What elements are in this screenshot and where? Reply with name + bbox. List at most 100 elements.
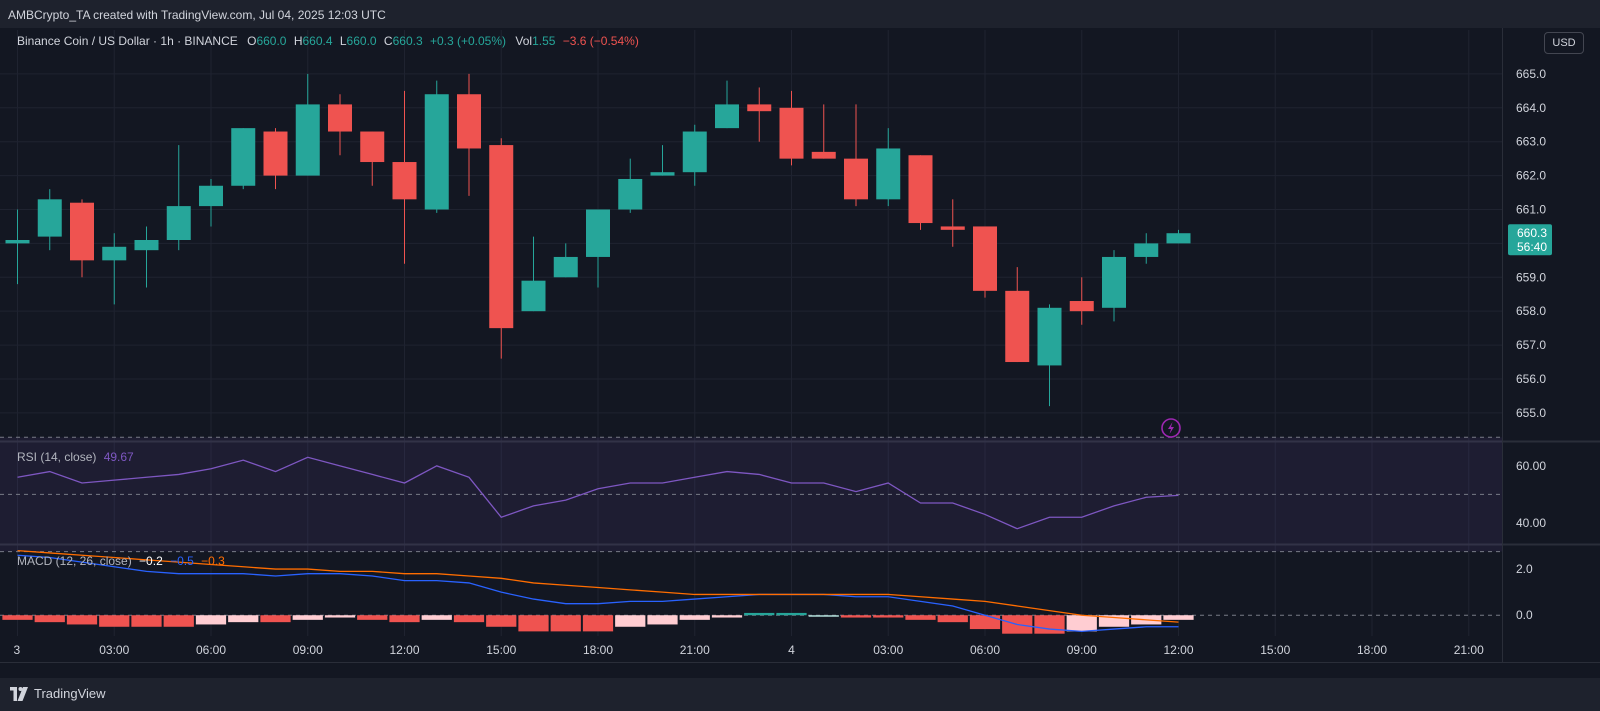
volume-value: 1.55 (532, 34, 556, 48)
x-tick-label: 06:00 (970, 643, 1000, 657)
macd-histogram-bar (582, 615, 614, 632)
x-tick-label: 18:00 (583, 643, 613, 657)
macd-histogram-bar (453, 615, 485, 623)
price-tick-label: 661.0 (1516, 202, 1546, 216)
candle-down (360, 131, 385, 186)
rsi-value: 49.67 (103, 450, 134, 464)
rsi-tick-label: 60.00 (1516, 459, 1546, 473)
x-tick-label: 09:00 (1067, 643, 1097, 657)
candle-down (747, 87, 772, 142)
macd-histogram-bar (905, 615, 936, 620)
candle-down (328, 94, 352, 156)
macd-histogram-bar (195, 615, 227, 625)
candle-down (779, 90, 804, 166)
macd-histogram-bar (292, 615, 323, 620)
macd-histogram-bar (2, 615, 33, 620)
macd-signal-line (17, 549, 1179, 623)
x-tick-label: 21:00 (1454, 643, 1484, 657)
macd-hist-value: −0.2 (139, 554, 163, 568)
low-key: L (339, 34, 347, 48)
footer-bar: TradingView (0, 678, 1600, 711)
macd-value: −0.5 (170, 554, 194, 568)
macd-histogram-bar (1034, 615, 1065, 634)
macd-histogram-bar (776, 612, 807, 616)
attribution-bar: AMBCrypto_TA created with TradingView.co… (0, 0, 1600, 28)
price-tick-label: 655.0 (1516, 406, 1546, 420)
price-tick-label: 657.0 (1516, 338, 1546, 352)
candle-up (37, 189, 62, 251)
macd-histogram-bar (808, 615, 839, 617)
x-tick-label: 12:00 (1163, 643, 1193, 657)
tradingview-logo-icon (10, 686, 28, 701)
macd-histogram-bar (679, 615, 710, 620)
candle-down (940, 199, 965, 247)
volume-change: −3.6 (−0.54%) (562, 34, 639, 48)
candle-down (844, 104, 868, 207)
symbol-title: Binance Coin / US Dollar · 1h · BINANCE (17, 34, 238, 48)
macd-histogram-bar (840, 615, 872, 618)
candle-up (166, 145, 191, 251)
high-value: 660.4 (302, 34, 333, 48)
macd-line (17, 554, 1179, 633)
rsi-name: RSI (14, close) (17, 450, 97, 464)
tradingview-logo[interactable]: TradingView (10, 686, 106, 701)
price-tick-label: 656.0 (1516, 372, 1546, 386)
price-tick-label: 662.0 (1516, 169, 1546, 183)
candle-down (457, 73, 481, 196)
candle-down (908, 155, 933, 230)
price-tick-label: 658.0 (1516, 304, 1546, 318)
macd-histogram-bar (873, 615, 904, 618)
macd-signal-value: −0.3 (201, 554, 225, 568)
candle-up (199, 178, 223, 227)
macd-histogram-bar (324, 615, 356, 618)
candle-up (102, 233, 127, 305)
macd-name: MACD (12, 26, close) (17, 554, 132, 568)
candle-down (811, 104, 836, 159)
macd-histogram-bar (260, 615, 291, 623)
x-tick-label: 3 (14, 643, 21, 657)
x-tick-label: 15:00 (1260, 643, 1290, 657)
macd-histogram-bar (615, 615, 646, 627)
macd-histogram-bar (969, 615, 1001, 630)
attribution-text: AMBCrypto_TA created with TradingView.co… (8, 8, 386, 22)
candle-up (231, 128, 256, 190)
price-legend: Binance Coin / US Dollar · 1h · BINANCE … (17, 34, 639, 48)
last-price-tag: 660.356:40 (1508, 224, 1552, 256)
currency-button[interactable]: USD (1544, 32, 1584, 54)
macd-histogram-bar (1066, 615, 1097, 632)
macd-histogram-bar (711, 615, 743, 618)
macd-histogram-bar (1098, 615, 1130, 627)
candle-down (489, 138, 514, 359)
macd-histogram-bar (486, 615, 517, 627)
open-value: 660.0 (256, 34, 287, 48)
rsi-line (17, 456, 1179, 530)
last-price-value: 660.3 (1517, 226, 1547, 240)
footer-brand: TradingView (34, 686, 106, 701)
close-value: 660.3 (392, 34, 423, 48)
candle-down (392, 90, 417, 264)
candle-up (424, 80, 449, 213)
close-key: C (383, 34, 393, 48)
change-value: +0.3 (+0.05%) (429, 34, 507, 48)
high-key: H (293, 34, 303, 48)
x-tick-label: 03:00 (873, 643, 903, 657)
x-tick-label: 12:00 (389, 643, 419, 657)
candle-up (876, 128, 901, 207)
x-tick-label: 03:00 (99, 643, 129, 657)
macd-histogram-bar (228, 615, 259, 623)
candle-up (682, 124, 707, 186)
lightning-bolt-icon[interactable] (1161, 418, 1181, 438)
candle-down (263, 128, 288, 190)
candle-up (1134, 233, 1159, 264)
macd-histogram-bar (34, 615, 65, 623)
macd-histogram-bar (518, 615, 549, 632)
price-tick-label: 659.0 (1516, 270, 1546, 284)
price-tick-label: 665.0 (1516, 67, 1546, 81)
x-tick-label: 15:00 (486, 643, 516, 657)
volume-key: Vol (515, 34, 533, 48)
candle-up (715, 80, 739, 129)
x-tick-label: 06:00 (196, 643, 226, 657)
rsi-tick-label: 40.00 (1516, 516, 1546, 530)
bar-countdown: 56:40 (1517, 240, 1547, 254)
